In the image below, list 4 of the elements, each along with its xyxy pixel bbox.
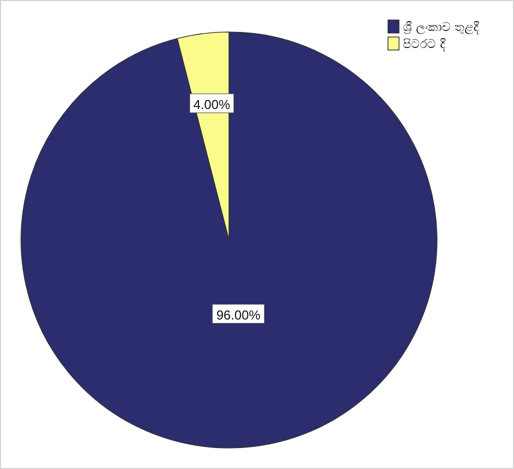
data-label: 96.00%	[216, 307, 261, 322]
legend-label: පිටරට දී	[403, 37, 446, 51]
legend-label: ශ්‍රී ලංකාව තුළදී	[403, 20, 480, 35]
data-label: 4.00%	[193, 96, 231, 112]
